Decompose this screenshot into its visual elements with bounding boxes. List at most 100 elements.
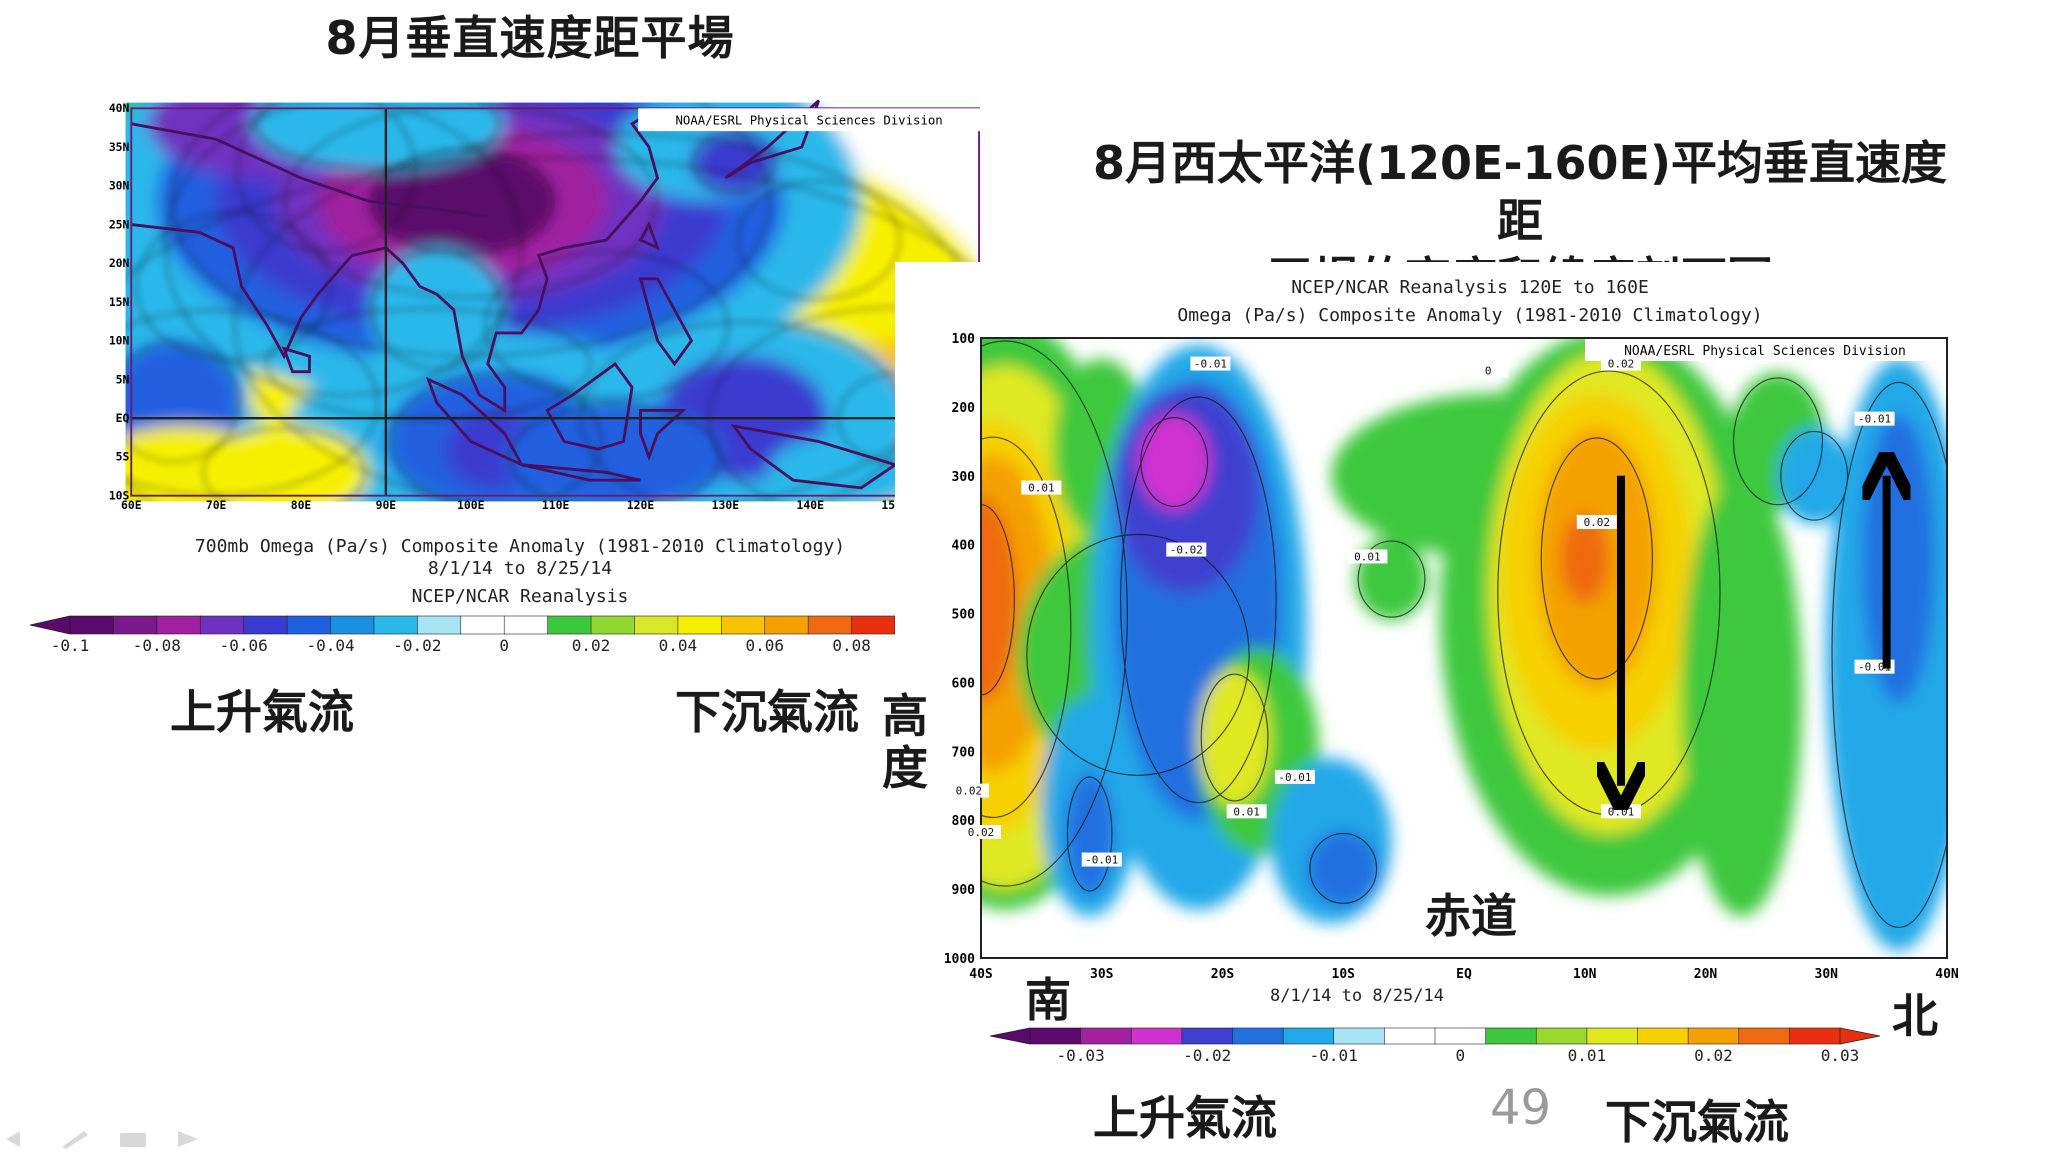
colorbar-swatch: [1586, 1027, 1639, 1045]
section-contour-label: 0.01: [1354, 550, 1381, 563]
section-contour-line: [981, 340, 1128, 887]
map-x-tick-label: 140E: [797, 498, 825, 512]
colorbar-min-arrow: [989, 1027, 1031, 1045]
colorbar-swatch: [764, 615, 809, 635]
section-contour-label: -0.02: [1170, 544, 1203, 557]
map-y-tick-label: 20N: [109, 256, 130, 270]
colorbar-swatch: [1232, 1027, 1284, 1045]
map-y-tick-label: EQ: [116, 411, 130, 425]
colorbar-tick-label: 0: [499, 636, 509, 655]
next-arrow-icon[interactable]: [178, 1131, 198, 1147]
map-coastline: [638, 277, 694, 367]
map-chart-title: 700mb Omega (Pa/s) Composite Anomaly (19…: [194, 536, 846, 557]
section-date-range: 8/1/14 to 8/25/14: [1270, 986, 1444, 1006]
colorbar-tick-label: 0.04: [659, 636, 698, 655]
colorbar-swatch: [1738, 1027, 1791, 1045]
colorbar-swatch: [807, 615, 853, 635]
map-contour-line: [125, 343, 239, 463]
colorbar-swatch: [113, 615, 158, 635]
section-field-blob: [1777, 427, 1851, 524]
menu-icon[interactable]: [120, 1133, 146, 1147]
colorbar-swatch: [460, 615, 506, 635]
section-contour-label: -0.01: [1278, 771, 1311, 784]
colorbar-swatch: [199, 615, 245, 635]
colorbar-swatch: [547, 615, 592, 635]
section-field-blob: [1307, 830, 1380, 907]
colorbar-swatch: [1535, 1027, 1588, 1045]
colorbar-tick-label: 0.02: [572, 636, 611, 655]
map-y-tick-label: 15N: [109, 295, 130, 309]
map-contour-line: [509, 404, 721, 502]
colorbar-swatch: [1384, 1027, 1436, 1045]
section-contour-label: 0.01: [1028, 482, 1055, 495]
colorbar-swatch: [721, 615, 766, 635]
north-label: 北: [1892, 989, 1938, 1043]
map-coastline: [638, 221, 661, 251]
section-contour-label-box: [1600, 356, 1641, 371]
map-y-tick-label: 30N: [109, 179, 130, 193]
colorbar-tick-label: -0.02: [1183, 1046, 1231, 1065]
section-contour-line: [1309, 832, 1378, 904]
colorbar-swatch: [373, 615, 419, 635]
colorbar-max-arrow: [1839, 1027, 1880, 1045]
section-contour-line: [1119, 396, 1277, 804]
map-contour-line: [284, 104, 658, 298]
section-watermark: NOAA/ESRL Physical Sciences Division: [1624, 344, 1906, 359]
section-contour-label: 0: [1485, 364, 1492, 377]
colorbar-swatch: [1485, 1027, 1538, 1045]
colorbar-tick-label: -0.08: [133, 636, 181, 655]
map-y-tick-label: 25N: [109, 217, 130, 231]
section-contour-line: [981, 504, 1015, 696]
colorbar-swatch: [677, 615, 723, 635]
map-coastline: [131, 122, 488, 219]
section-contour-label: 0.02: [1584, 516, 1611, 529]
section-contour-label: -0.01: [1858, 413, 1891, 426]
map-y-tick-label: 5S: [116, 450, 130, 464]
colorbar-tick-label: 0.08: [832, 636, 871, 655]
section-contour-line: [1540, 437, 1653, 680]
colorbar-tick-label: 0.06: [745, 636, 784, 655]
section-contour-line: [1831, 381, 1947, 928]
map-field-blob: [767, 433, 921, 502]
map-y-tick-label: 5N: [116, 372, 130, 386]
section-frame: NOAA/ESRL Physical Sciences Division 100 2…: [944, 332, 1959, 982]
colorbar-tick-label: 0.02: [1694, 1046, 1733, 1065]
map-y-tick-label: 10N: [109, 334, 130, 348]
map-field-blob: [504, 402, 726, 502]
section-x-tick-label: 40N: [1935, 967, 1959, 982]
colorbar-swatch: [1637, 1027, 1689, 1045]
section-y-tick-label: 1000: [944, 952, 975, 967]
map-contour-line: [255, 102, 500, 169]
colorbar-tick-label: 0.03: [1821, 1046, 1860, 1065]
map-x-tick-label: 130E: [712, 498, 740, 512]
colorbar-tick-label: -0.04: [306, 636, 354, 655]
colorbar-swatch: [634, 615, 679, 635]
colorbar-min-arrow: [29, 615, 71, 635]
colorbar-tick-label: -0.06: [220, 636, 268, 655]
section-contour-label-box: [1468, 363, 1509, 378]
colorbar-tick-label: -0.03: [1057, 1046, 1105, 1065]
colorbar-swatch: [1130, 1027, 1183, 1045]
map-fields-blurred: [125, 102, 980, 502]
right-title-line1: 8月西太平洋(120E-160E)平均垂直速度距: [1092, 136, 1948, 248]
section-contour-label-box: [1190, 356, 1231, 371]
pen-icon[interactable]: [62, 1131, 88, 1149]
map-contour-line: [125, 157, 980, 502]
section-contour-lines: [981, 340, 1947, 928]
section-contour-label-box: [1226, 804, 1267, 819]
section-contour-label-box: [1021, 480, 1062, 495]
map-watermark-box: [638, 108, 980, 132]
map-coastline: [545, 362, 634, 451]
colorbar-swatch: [590, 615, 636, 635]
section-contour-label-box: [1347, 549, 1388, 564]
section-y-tick-label: 200: [952, 401, 976, 416]
section-contour-label-box: [1854, 411, 1895, 426]
colorbar-tick-label: 0.01: [1568, 1046, 1607, 1065]
prev-arrow-icon[interactable]: [6, 1131, 20, 1147]
section-contour-label-box: [948, 783, 989, 798]
section-arrows: [1621, 476, 1887, 786]
map-x-tick-label: 80E: [291, 498, 312, 512]
map-x-tick-label: 60E: [121, 498, 142, 512]
slide-toolbar[interactable]: [2, 1125, 212, 1151]
section-contour-label-box: [961, 825, 1001, 839]
